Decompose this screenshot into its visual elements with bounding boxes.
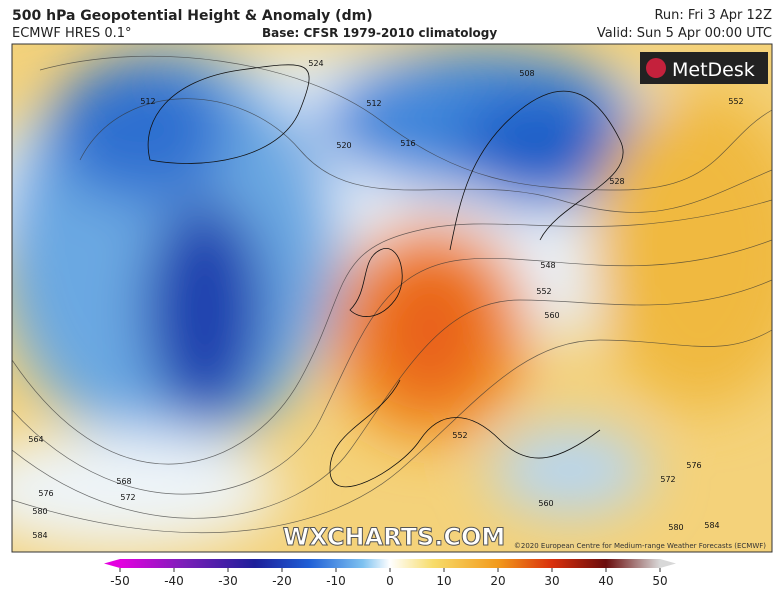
anomaly-field <box>12 44 772 552</box>
colorbar-tick-label: -30 <box>218 574 238 588</box>
contour-label: 516 <box>400 139 415 148</box>
model: ECMWF HRES 0.1° <box>12 26 132 41</box>
contour-label: 568 <box>116 477 131 486</box>
contours <box>12 55 772 534</box>
contour-label: 508 <box>519 69 534 78</box>
contour-label: 576 <box>38 489 53 498</box>
contour-label: 580 <box>668 523 683 532</box>
colorbar <box>104 559 676 568</box>
watermark: WXCHARTS.COM <box>283 523 505 551</box>
logo: MetDesk <box>672 59 755 81</box>
colorbar-tick-label: 0 <box>386 574 394 588</box>
contour-label: 584 <box>704 521 719 530</box>
valid: Valid: Sun 5 Apr 00:00 UTC <box>596 26 772 41</box>
title: 500 hPa Geopotential Height & Anomaly (d… <box>12 8 373 24</box>
contour-label: 584 <box>32 531 47 540</box>
contour-label: 572 <box>660 475 675 484</box>
colorbar-tick-label: -10 <box>326 574 346 588</box>
colorbar-end <box>660 559 676 568</box>
contour-label: 512 <box>140 97 155 106</box>
contour-label: 560 <box>544 311 559 320</box>
colorbar-tick-label: -20 <box>272 574 292 588</box>
logo-icon <box>646 58 666 78</box>
copyright: ©2020 European Centre for Medium-range W… <box>514 542 766 550</box>
colorbar-ramp <box>120 559 660 568</box>
coastlines <box>147 64 624 488</box>
contour-label: 512 <box>366 99 381 108</box>
contour-label: 548 <box>540 261 555 270</box>
contour-label: 552 <box>728 97 743 106</box>
colorbar-tick-label: 50 <box>652 574 667 588</box>
colorbar-tick-label: -50 <box>110 574 130 588</box>
contour-label: 520 <box>336 141 351 150</box>
contour-label: 524 <box>308 59 323 68</box>
contour-label: 552 <box>536 287 551 296</box>
contour-label: 576 <box>686 461 701 470</box>
contour-label: 528 <box>609 177 624 186</box>
colorbar-tick-label: 10 <box>436 574 451 588</box>
colorbar-end <box>104 559 120 568</box>
colorbar-tick-label: -40 <box>164 574 184 588</box>
contour-label: 560 <box>538 499 553 508</box>
map-frame <box>11 43 773 553</box>
contour-label: 580 <box>32 507 47 516</box>
contour-label: 552 <box>452 431 467 440</box>
colorbar-tick-label: 30 <box>544 574 559 588</box>
run: Run: Fri 3 Apr 12Z <box>654 8 772 23</box>
base: Base: CFSR 1979-2010 climatology <box>262 26 498 40</box>
contour-label: 564 <box>28 435 43 444</box>
colorbar-tick-label: 40 <box>598 574 613 588</box>
colorbar-tick-label: 20 <box>490 574 505 588</box>
contour-label: 572 <box>120 493 135 502</box>
